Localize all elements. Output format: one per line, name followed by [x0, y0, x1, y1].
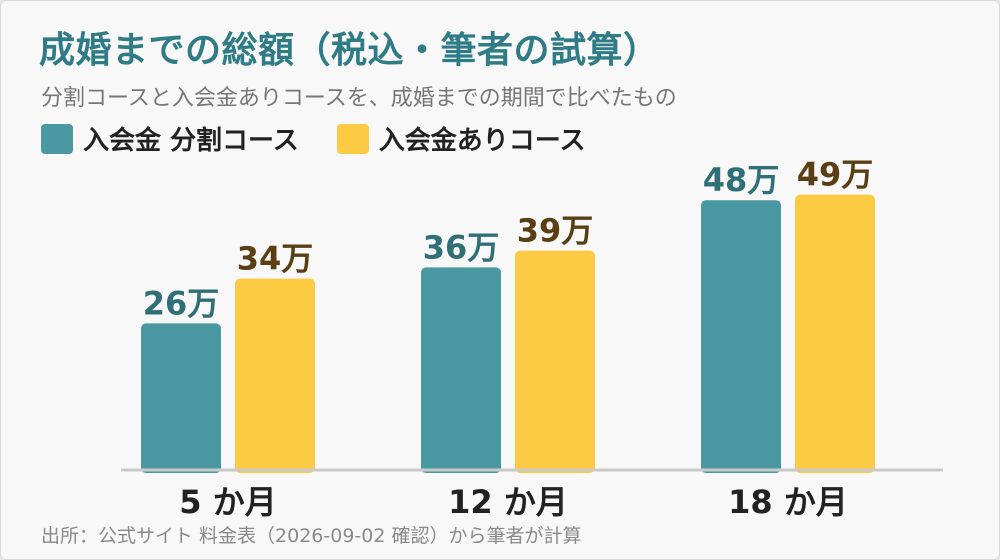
x-tick-label-1: 5 か月: [179, 483, 276, 521]
chart-title: 成婚までの総額（税込・筆者の試算）: [39, 30, 660, 71]
data-label-series-2-3: 49万: [797, 156, 874, 194]
x-tick-label-3: 18 か月: [728, 483, 848, 521]
data-label-series-1-1: 26万: [143, 284, 220, 322]
legend: 入会金 分割コース 入会金ありコース: [41, 120, 623, 157]
source-note: 出所：公式サイト 料金表（2026-09-02 確認）から筆者が計算: [41, 525, 582, 547]
legend-label-series-2: 入会金ありコース: [378, 126, 586, 156]
bar-series-1-1: [141, 323, 221, 473]
legend-item-series-2: 入会金ありコース: [336, 120, 586, 157]
data-label-series-1-3: 48万: [703, 161, 780, 199]
legend-swatch-series-2: [336, 123, 369, 154]
chart-subtitle: 分割コースと入会金ありコースを、成婚までの期間で比べたもの: [41, 86, 677, 111]
bar-series-1-2: [421, 267, 501, 473]
x-tick-label-2: 12 か月: [448, 483, 568, 521]
data-label-series-1-2: 36万: [423, 228, 500, 266]
bar-series-1-3: [701, 200, 781, 473]
bar-series-2-3: [795, 194, 875, 473]
data-label-series-2-2: 39万: [517, 212, 594, 250]
bar-series-2-1: [235, 278, 315, 473]
legend-swatch-series-1: [41, 123, 73, 154]
bar-chart: 26万 34万 5 か月 36万 39万 12 か月 48万 49万 18 か月: [121, 156, 943, 521]
bar-series-2-2: [515, 250, 595, 473]
data-label-series-2-1: 34万: [237, 240, 314, 278]
legend-item-series-1: 入会金 分割コース: [41, 120, 299, 157]
legend-label-series-1: 入会金 分割コース: [83, 126, 299, 156]
